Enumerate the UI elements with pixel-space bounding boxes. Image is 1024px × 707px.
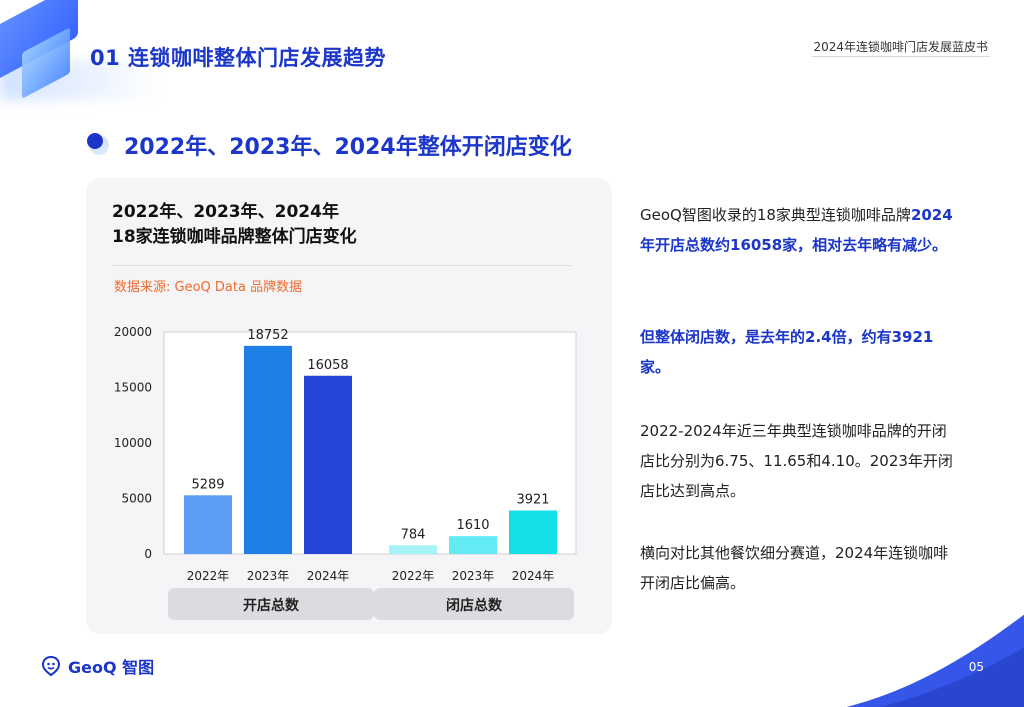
y-tick-label: 20000 [114, 325, 152, 339]
bar [244, 345, 292, 554]
data-label: 16058 [307, 358, 348, 373]
x-tick-label: 2024年 [512, 569, 555, 583]
bar [184, 495, 232, 554]
description-p1-highlight: 2024年开店总数约16058家，相对去年略有减少。 [640, 206, 953, 254]
subtitle-bullet-icon [87, 133, 109, 155]
geoq-logo-icon [41, 655, 61, 677]
chart-title-line-1: 2022年、2023年、2024年 [112, 202, 339, 222]
group-label-box [168, 588, 374, 620]
section-title: 01 连锁咖啡整体门店发展趋势 [90, 46, 387, 70]
page-number: 05 [968, 660, 984, 674]
data-label: 1610 [456, 518, 489, 533]
description-paragraph-4: 横向对比其他餐饮细分赛道，2024年连锁咖啡开闭店比偏高。 [640, 544, 949, 592]
description-paragraph-2: 但整体闭店数，是去年的2.4倍，约有3921家。 [640, 328, 934, 376]
geoq-logo-text: GeoQ 智图 [68, 658, 155, 677]
plot-area [163, 331, 577, 555]
chart-source: 数据来源: GeoQ Data 品牌数据 [114, 280, 303, 295]
group-label: 开店总数 [243, 597, 300, 614]
page-subtitle: 2022年、2023年、2024年整体开闭店变化 [124, 135, 572, 160]
y-tick-label: 5000 [121, 492, 152, 506]
bar [389, 545, 437, 554]
chart-title-divider [112, 265, 572, 266]
description-paragraph-3: 2022-2024年近三年典型连锁咖啡品牌的开闭店比分别为6.75、11.65和… [640, 422, 953, 500]
bar-chart: 0 5000 10000 15000 20000 5289 2022年 18752 2023年 1… [114, 325, 577, 620]
description-p1-text: GeoQ智图收录的18家典型连锁咖啡品牌 [640, 206, 911, 224]
y-tick-label: 0 [144, 547, 152, 561]
chart-title: 2022年、2023年、2024年 18家连锁咖啡品牌整体门店变化 [112, 200, 357, 250]
data-label: 5289 [191, 477, 224, 492]
report-title-divider [812, 56, 990, 57]
x-tick-label: 2022年 [187, 569, 230, 583]
description-paragraph-1: GeoQ智图收录的18家典型连锁咖啡品牌2024年开店总数约16058家，相对去… [640, 200, 960, 260]
data-label: 784 [401, 527, 426, 542]
chart-title-line-2: 18家连锁咖啡品牌整体门店变化 [112, 227, 357, 247]
report-title: 2024年连锁咖啡门店发展蓝皮书 [813, 40, 988, 54]
bar [304, 375, 352, 554]
x-tick-label: 2023年 [247, 569, 290, 583]
y-tick-label: 10000 [114, 436, 152, 450]
data-label: 18752 [247, 328, 288, 343]
bar [509, 510, 557, 554]
data-label: 3921 [516, 492, 549, 507]
geoq-logo: GeoQ 智图 [40, 654, 154, 678]
group-label-box [374, 588, 574, 620]
x-tick-label: 2024年 [307, 569, 350, 583]
x-tick-label: 2023年 [452, 569, 495, 583]
corner-wave-decoration [846, 614, 1024, 707]
group-label: 闭店总数 [446, 597, 503, 614]
bar [449, 536, 497, 554]
x-tick-label: 2022年 [392, 569, 435, 583]
y-tick-label: 15000 [114, 381, 152, 395]
